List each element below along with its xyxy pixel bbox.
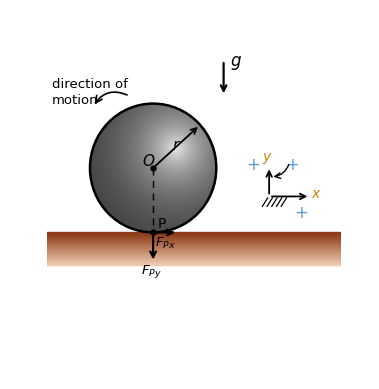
Text: +: +: [286, 156, 299, 174]
Bar: [47, 254, 341, 255]
FancyArrowPatch shape: [275, 165, 289, 179]
Text: direction of
motion: direction of motion: [52, 78, 128, 107]
Bar: [47, 241, 341, 242]
Bar: [47, 249, 341, 250]
FancyArrowPatch shape: [96, 92, 127, 103]
Text: +: +: [246, 156, 260, 174]
Text: g: g: [230, 52, 241, 70]
Bar: [47, 236, 341, 237]
Bar: [47, 235, 341, 236]
Bar: [47, 237, 341, 238]
Bar: [47, 260, 341, 261]
Bar: [47, 264, 341, 265]
Bar: [47, 256, 341, 257]
Bar: [47, 238, 341, 239]
Bar: [47, 234, 341, 235]
Text: y: y: [263, 150, 271, 164]
Bar: [47, 233, 341, 234]
Bar: [47, 262, 341, 263]
Bar: [47, 240, 341, 241]
Text: P: P: [158, 217, 166, 231]
Text: +: +: [294, 204, 309, 222]
Bar: [47, 251, 341, 252]
Bar: [47, 243, 341, 244]
Bar: [47, 253, 341, 254]
Bar: [47, 250, 341, 251]
Text: $F_{Py}$: $F_{Py}$: [141, 263, 162, 280]
Bar: [47, 263, 341, 264]
Text: r: r: [172, 138, 178, 153]
Bar: [47, 257, 341, 258]
Bar: [47, 239, 341, 240]
Bar: [47, 258, 341, 259]
Bar: [47, 246, 341, 247]
Text: O: O: [142, 154, 154, 168]
Bar: [47, 247, 341, 248]
Bar: [47, 252, 341, 253]
Bar: [47, 244, 341, 245]
Text: $\overrightarrow{F_{Px}}$: $\overrightarrow{F_{Px}}$: [155, 229, 176, 251]
Bar: [47, 232, 341, 233]
Bar: [47, 245, 341, 246]
Text: x: x: [312, 187, 320, 201]
Bar: [47, 259, 341, 260]
Bar: [47, 242, 341, 243]
Bar: [47, 248, 341, 249]
Bar: [47, 261, 341, 262]
Bar: [47, 255, 341, 256]
